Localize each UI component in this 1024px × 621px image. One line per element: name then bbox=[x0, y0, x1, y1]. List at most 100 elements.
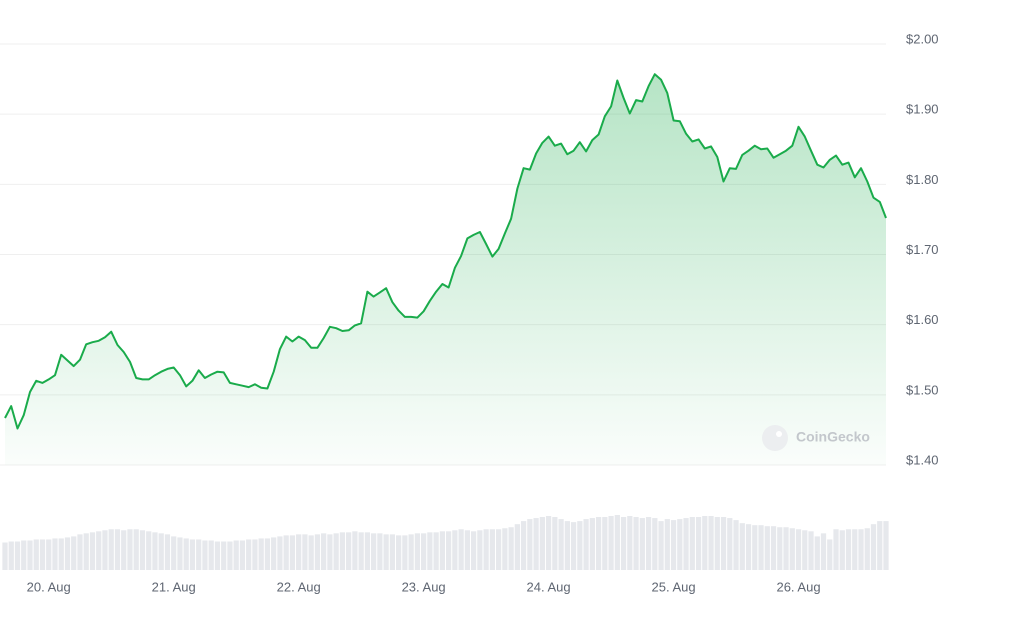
y-tick-label: $1.70 bbox=[906, 242, 939, 257]
volume-bar bbox=[377, 533, 383, 570]
volume-bar bbox=[133, 529, 139, 570]
volume-bar bbox=[620, 517, 627, 570]
volume-bar bbox=[233, 540, 239, 570]
volume-bar bbox=[483, 529, 489, 570]
x-tick-label: 24. Aug bbox=[527, 579, 571, 594]
volume-bar bbox=[752, 525, 758, 570]
volume-bar bbox=[346, 532, 352, 570]
volume-bar bbox=[583, 519, 589, 570]
volume-bar bbox=[2, 542, 8, 570]
volume-bar bbox=[577, 521, 583, 570]
volume-bar bbox=[258, 538, 264, 570]
volume-bar bbox=[83, 533, 89, 570]
volume-bar bbox=[102, 530, 108, 570]
volume-bar bbox=[739, 523, 745, 570]
volume-bar bbox=[595, 517, 602, 570]
price-area bbox=[5, 74, 886, 465]
volume-bar bbox=[183, 538, 189, 570]
volume-bar bbox=[808, 531, 814, 570]
volume-bar bbox=[539, 517, 545, 570]
volume-bar bbox=[570, 522, 577, 570]
y-tick-label: $1.50 bbox=[906, 382, 939, 397]
volume-bar bbox=[371, 533, 377, 570]
volume-bar bbox=[202, 540, 208, 570]
x-tick-label: 21. Aug bbox=[152, 579, 196, 594]
volume-bar bbox=[508, 527, 514, 570]
volume-bar bbox=[14, 541, 21, 570]
volume-bar bbox=[614, 515, 620, 570]
volume-bar bbox=[745, 524, 752, 570]
volume-bar bbox=[633, 517, 639, 570]
volume-bar bbox=[277, 536, 283, 570]
x-tick-label: 23. Aug bbox=[402, 579, 446, 594]
x-tick-label: 25. Aug bbox=[652, 579, 696, 594]
volume-bar bbox=[446, 531, 452, 570]
volume-bar bbox=[820, 533, 827, 570]
volume-bar bbox=[802, 530, 808, 570]
volume-bar bbox=[164, 534, 171, 570]
volume-bar bbox=[152, 532, 158, 570]
volume-bar bbox=[733, 520, 739, 570]
volume-bar bbox=[58, 538, 64, 570]
volume-bar bbox=[695, 517, 702, 570]
volume-bar bbox=[108, 529, 114, 570]
volume-bar bbox=[421, 533, 427, 570]
volume-bar bbox=[527, 519, 533, 570]
y-tick-label: $1.40 bbox=[906, 452, 939, 467]
volume-bar bbox=[27, 540, 33, 570]
volume-bar bbox=[383, 534, 389, 570]
volume-bar bbox=[283, 535, 289, 570]
volume-bar bbox=[783, 527, 789, 570]
volume-bar bbox=[64, 537, 71, 570]
volume-bar bbox=[877, 521, 883, 570]
volume-bar bbox=[221, 541, 227, 570]
volume-bar bbox=[677, 519, 683, 570]
volume-bar bbox=[296, 534, 302, 570]
volume-bar bbox=[246, 539, 252, 570]
volume-bar bbox=[839, 530, 845, 570]
volume-bar bbox=[720, 517, 727, 570]
volume-bar bbox=[352, 531, 358, 570]
volume-bar bbox=[414, 533, 421, 570]
volume-bar bbox=[564, 521, 570, 570]
volume-bar bbox=[121, 530, 127, 570]
volume-bar bbox=[239, 540, 246, 570]
volume-bar bbox=[664, 519, 670, 570]
volume-bar bbox=[408, 534, 414, 570]
volume-bar bbox=[652, 518, 658, 570]
volume-bar bbox=[864, 528, 870, 570]
volume-bar bbox=[139, 530, 146, 570]
volume-bar bbox=[327, 534, 333, 570]
volume-bar bbox=[308, 535, 314, 570]
volume-bar bbox=[502, 528, 508, 570]
volume-bar bbox=[795, 529, 802, 570]
volume-bar bbox=[46, 539, 52, 570]
volume-bar bbox=[402, 535, 408, 570]
watermark-text: CoinGecko bbox=[796, 429, 870, 445]
volume-bar bbox=[764, 526, 770, 570]
volume-bar bbox=[171, 536, 177, 570]
watermark-logo-eye bbox=[776, 431, 782, 437]
volume-bar bbox=[89, 532, 96, 570]
volume-bar bbox=[196, 539, 202, 570]
volume-bar bbox=[302, 534, 308, 570]
volume-bar bbox=[514, 524, 520, 570]
volume-bar bbox=[314, 534, 321, 570]
volume-bar bbox=[339, 532, 346, 570]
volume-bar bbox=[52, 538, 58, 570]
volume-bar bbox=[389, 534, 396, 570]
volume-bar bbox=[520, 521, 527, 570]
volume-bar bbox=[289, 535, 296, 570]
volume-bar bbox=[714, 517, 720, 570]
volume-bar bbox=[427, 532, 433, 570]
volume-bar bbox=[770, 526, 777, 570]
volume-bar bbox=[264, 538, 271, 570]
volume-bar bbox=[670, 520, 677, 570]
watermark-logo bbox=[762, 425, 788, 451]
volume-bar bbox=[827, 539, 833, 570]
price-line bbox=[4, 73, 887, 430]
volume-bar bbox=[727, 518, 733, 570]
volume-bar bbox=[683, 518, 689, 570]
volume-bar bbox=[146, 531, 152, 570]
volume-bar bbox=[470, 531, 477, 570]
